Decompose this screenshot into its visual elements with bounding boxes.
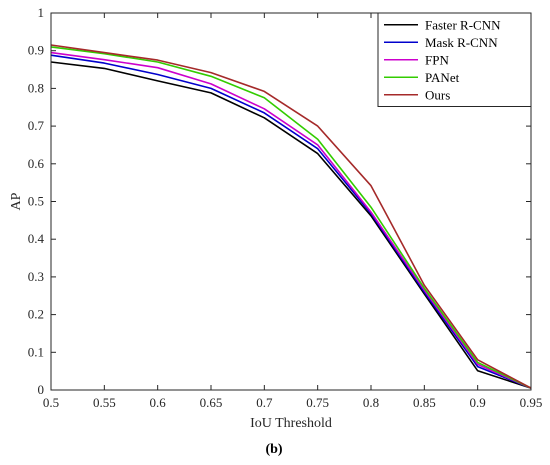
- y-tick-label: 0.1: [28, 344, 44, 359]
- y-tick-label: 0.6: [28, 156, 45, 171]
- series-line-2: [50, 51, 532, 389]
- y-tick-label: 0.8: [28, 80, 44, 95]
- y-tick-label: 0.3: [28, 269, 44, 284]
- figure-caption: (b): [265, 442, 282, 457]
- legend-label: Ours: [425, 87, 450, 102]
- series-line-0: [50, 61, 532, 389]
- y-tick-label: 0: [38, 382, 45, 397]
- legend-label: Faster R-CNN: [425, 17, 501, 32]
- legend-label: PANet: [425, 70, 460, 85]
- x-tick-label: 0.5: [43, 395, 59, 410]
- y-tick-label: 0.2: [28, 307, 44, 322]
- series-line-4: [50, 44, 532, 389]
- series-lines: [50, 44, 532, 389]
- y-tick-label: 0.7: [28, 118, 45, 133]
- x-tick-label: 0.9: [470, 395, 486, 410]
- x-tick-label: 0.55: [93, 395, 116, 410]
- x-tick-label: 0.95: [520, 395, 543, 410]
- y-tick-label: 1: [38, 5, 45, 20]
- plot-frame: [50, 12, 532, 391]
- x-tick-label: 0.7: [256, 395, 273, 410]
- x-tick-label: 0.85: [413, 395, 436, 410]
- x-tick-label: 0.75: [306, 395, 329, 410]
- x-axis-title: IoU Threshold: [250, 416, 332, 431]
- legend-label: Mask R-CNN: [425, 35, 498, 50]
- x-tick-label: 0.65: [200, 395, 223, 410]
- x-tick-label: 0.8: [363, 395, 379, 410]
- series-line-3: [50, 46, 532, 389]
- y-tick-label: 0.4: [28, 231, 45, 246]
- legend: Faster R-CNN Mask R-CNN FPN PANet Ours: [377, 12, 532, 107]
- y-tick-label: 0.9: [28, 43, 44, 58]
- axis-ticks: 0.5 0.55 0.6 0.65 0.7 0.75 0.8 0.85 0.9 0.95 0 0.1 0…: [28, 5, 543, 410]
- y-tick-label: 0.5: [28, 194, 44, 209]
- y-axis-title: AP: [9, 192, 24, 210]
- series-line-1: [50, 54, 532, 389]
- legend-label: FPN: [425, 52, 449, 67]
- x-tick-label: 0.6: [150, 395, 167, 410]
